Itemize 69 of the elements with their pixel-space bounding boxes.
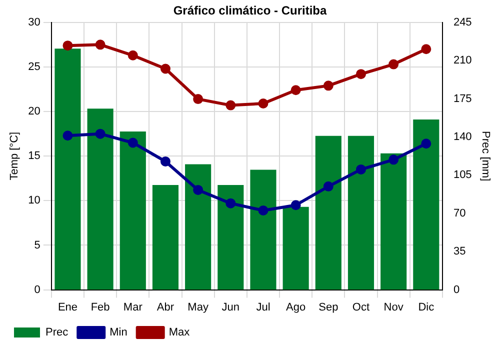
point [95,40,106,50]
point [160,156,170,166]
bar [152,185,179,290]
bar [413,120,440,290]
x-tick-label: Abr [156,301,174,314]
x-tick-label: Nov [384,301,404,314]
point [193,94,204,104]
point [226,100,236,110]
y-tick-label: 30 [28,16,40,28]
y-axis-title: Temp [°C] [8,132,21,180]
bar [218,185,244,290]
point [356,164,366,174]
y-tick-label: 25 [28,61,40,73]
x-tick-label: Dic [418,301,435,314]
y-tick-label: 0 [34,284,40,296]
point [160,64,170,74]
point [128,50,138,60]
point [128,138,138,148]
chart-title: Gráfico climático - Curitiba [173,4,327,18]
bar [120,132,146,290]
point [258,205,268,216]
y2-tick-label: 0 [453,284,460,296]
y2-tick-label: 105 [453,169,472,182]
point [323,80,334,91]
point [356,69,366,80]
y-tick-label: 10 [28,194,40,207]
x-tick-label: Ago [286,301,306,314]
point [226,198,236,208]
bar [185,164,212,290]
bar [348,136,374,290]
point [258,98,268,109]
bar [282,206,309,290]
legend-label: Max [168,326,190,339]
y2-tick-label: 70 [453,207,466,220]
y-tick-label: 5 [34,239,40,252]
x-tick-label: Sep [318,301,338,314]
bar [87,108,114,290]
bar [54,48,81,290]
y2-tick-label: 245 [453,16,472,28]
x-tick-label: Oct [352,301,370,314]
y2-axis-title: Prec [mm] [479,131,492,182]
point [323,181,334,192]
x-tick-label: Jun [222,301,240,314]
point [193,184,204,195]
y-tick-label: 15 [28,150,40,162]
point [62,40,73,51]
x-tick-label: May [188,301,209,314]
bar [380,153,407,290]
y-tick-label: 20 [28,106,40,118]
point [290,200,301,210]
y2-tick-label: 210 [453,54,472,67]
y2-tick-label: 175 [453,92,472,105]
point [421,138,432,149]
x-tick-label: Mar [123,301,143,314]
x-tick-label: Feb [90,301,110,314]
legend-label: Prec [46,326,69,339]
point [290,85,301,96]
legend-label: Min [110,326,128,339]
y2-tick-label: 140 [453,131,472,144]
bar [315,136,342,290]
point [62,130,73,141]
x-tick-label: Jul [256,301,270,314]
point [95,128,106,139]
y2-tick-label: 35 [453,246,466,258]
bar [250,170,276,290]
point [421,44,432,54]
x-tick-label: Ene [58,301,78,314]
point [388,154,399,165]
point [388,59,399,70]
